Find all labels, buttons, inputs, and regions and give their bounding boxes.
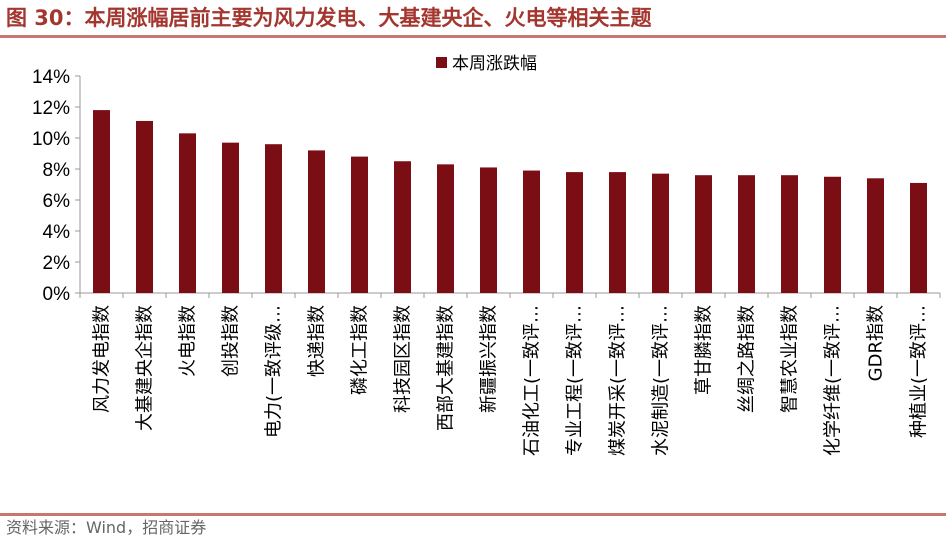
x-tick-label: 水泥制造(一致评… [651,305,672,456]
title-divider [0,35,946,38]
bar [867,178,884,293]
bar [351,156,368,293]
y-tick-label: 0% [43,284,71,305]
x-tick-label: 大基建央企指数 [135,305,156,431]
bar [781,175,798,293]
bar [222,142,239,293]
figure-title: 图 30：本周涨幅居前主要为风力发电、大基建央企、火电等相关主题 [6,6,652,30]
bar [480,167,497,293]
x-tick-label: 智慧农业指数 [780,305,801,413]
y-tick-label: 2% [43,253,71,274]
x-tick-label: 电力(一致评级… [264,305,285,438]
x-tick-label: 专业工程(一致评… [565,305,586,456]
x-tick-label: 草甘膦指数 [694,305,715,395]
legend-swatch [436,57,447,68]
x-tick-label: 风力发电指数 [92,305,113,413]
x-tick-label: 煤炭开采(一致评… [608,305,629,456]
bar [738,175,755,293]
legend: 本周涨跌幅 [436,54,537,74]
y-tick-label: 4% [43,222,71,243]
source-note: 资料来源：Wind，招商证券 [6,518,207,537]
x-tick-label: 新疆振兴指数 [479,305,500,413]
x-tick-label: GDR指数 [866,305,887,381]
x-tick-label: 创投指数 [221,305,242,377]
y-tick-label: 12% [32,98,70,119]
bar [179,133,196,293]
y-tick-label: 6% [43,191,71,212]
x-axis-labels: 风力发电指数 大基建央企指数 火电指数 创投指数 电力(一致评级… 快递指数 磷化工指数 科技… [92,305,930,456]
bar [609,172,626,293]
x-tick-label: 化学纤维(一致评… [823,305,844,456]
bar [437,164,454,293]
bar [652,173,669,293]
legend-label: 本周涨跌幅 [452,54,537,74]
bar [394,161,411,293]
bar [910,182,927,293]
x-tick-label: 西部大基建指数 [436,305,457,431]
bar [695,175,712,293]
y-tick-label: 14% [32,67,70,88]
x-tick-label: 快递指数 [307,305,328,377]
y-axis-ticks: 0% 2% 4% 6% 8% 10% 12% 14% [32,67,80,305]
x-tick-label: 火电指数 [178,305,199,377]
footer-divider [0,513,946,516]
bar [566,172,583,293]
x-tick-label: 丝绸之路指数 [737,305,758,413]
x-tick-label: 石油化工(一致评… [522,305,543,456]
y-tick-label: 10% [32,129,70,150]
x-tick-label: 磷化工指数 [350,305,371,395]
y-tick-label: 8% [43,160,71,181]
x-tick-label: 科技园区指数 [393,305,414,413]
bar [824,176,841,293]
bar [136,120,153,293]
bar-chart: 0% 2% 4% 6% 8% 10% 12% 14% 风力发电指数 大基建央企指数 火电指数 创投指… [32,54,941,456]
bar [523,170,540,293]
bar [265,144,282,293]
bar [93,110,110,293]
bars [79,110,941,298]
x-tick-label: 种植业(一致评… [909,305,930,438]
bar [308,150,325,293]
